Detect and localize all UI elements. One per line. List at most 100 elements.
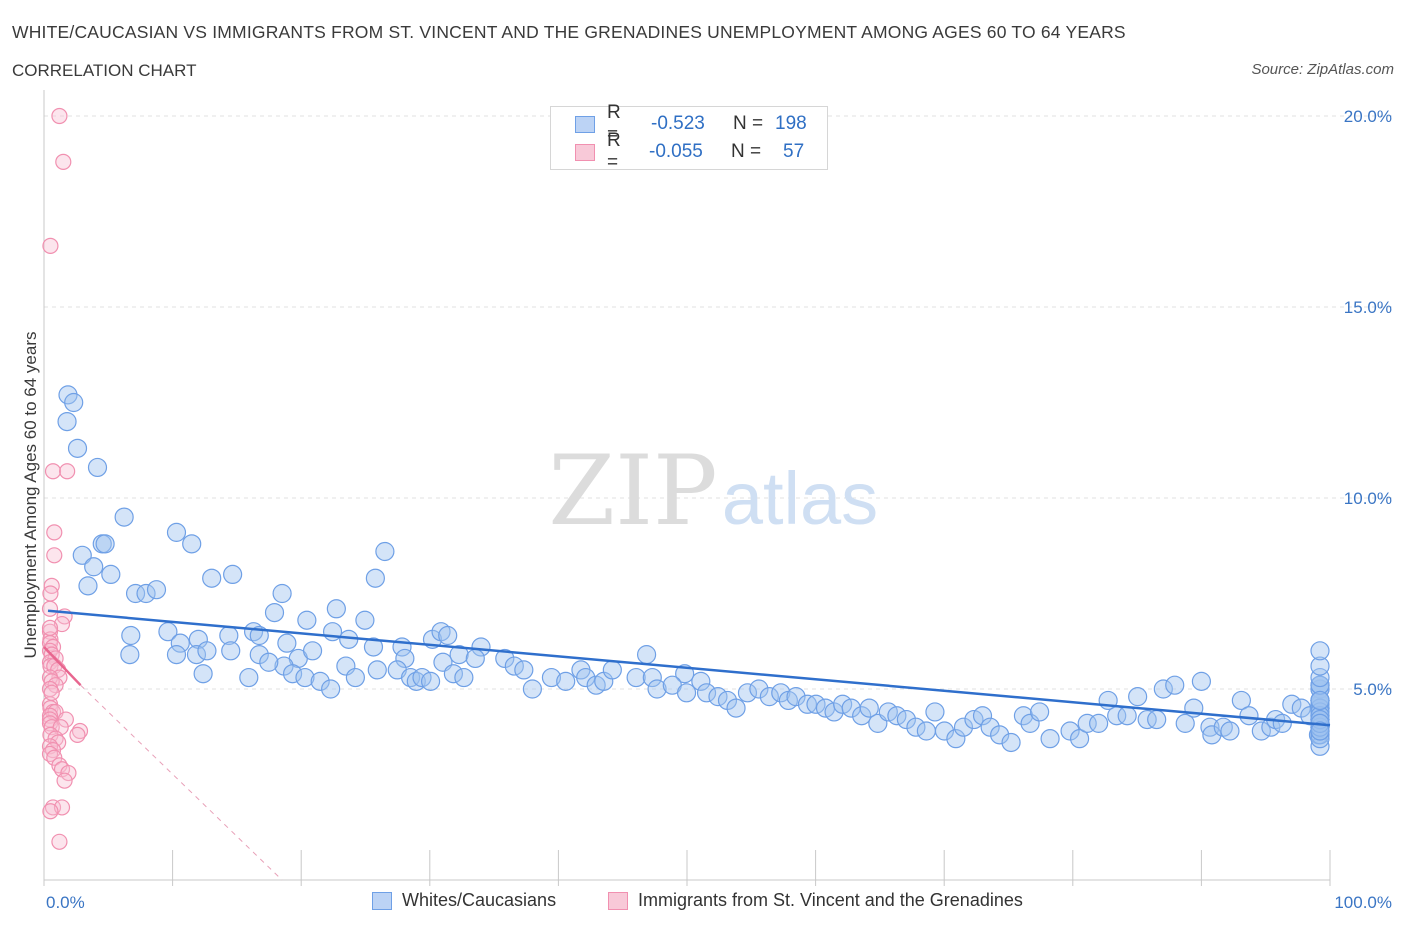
point-whites-25 xyxy=(355,610,375,630)
point-whites-18 xyxy=(223,564,243,585)
point-whites-2 xyxy=(64,392,84,413)
point-whites-97 xyxy=(759,687,779,707)
point-immigrants-56 xyxy=(41,619,59,636)
point-whites-10 xyxy=(95,534,115,554)
point-whites-73 xyxy=(504,656,524,676)
point-whites-84 xyxy=(642,667,662,688)
point-whites-69 xyxy=(443,664,464,684)
point-whites-83 xyxy=(626,667,646,688)
point-whites-102 xyxy=(806,694,826,714)
point-whites-67 xyxy=(420,671,441,691)
point-whites-185 xyxy=(1310,729,1330,749)
trend-line-whites xyxy=(47,609,1331,727)
point-whites-6 xyxy=(166,522,187,542)
point-immigrants-53 xyxy=(51,833,68,850)
point-whites-23 xyxy=(326,599,346,619)
point-whites-8 xyxy=(72,545,92,565)
point-whites-121 xyxy=(980,717,1000,737)
point-whites-95 xyxy=(737,683,758,703)
point-whites-98 xyxy=(771,683,791,703)
point-whites-16 xyxy=(78,576,98,596)
point-whites-131 xyxy=(1089,713,1109,733)
point-whites-153 xyxy=(1282,694,1302,714)
point-whites-86 xyxy=(636,645,657,665)
legend-row-whites: R = -0.523 N = 198 xyxy=(575,102,807,145)
point-whites-71 xyxy=(465,648,485,669)
legend-r-value: -0.523 xyxy=(651,113,705,134)
point-whites-58 xyxy=(310,671,330,691)
point-whites-142 xyxy=(1191,671,1212,691)
y-tick-label-0: 5.0% xyxy=(1353,680,1392,699)
point-whites-57 xyxy=(295,667,315,688)
watermark-zip: ZIP xyxy=(548,435,717,547)
legend-n-value: 198 xyxy=(775,113,807,134)
point-whites-126 xyxy=(1030,702,1050,722)
point-whites-32 xyxy=(120,645,140,665)
chart-subtitle: CORRELATION CHART xyxy=(12,61,197,80)
point-whites-41 xyxy=(322,622,343,642)
y-axis-label: Unemployment Among Ages 60 to 64 years xyxy=(21,332,40,659)
data-points xyxy=(41,107,1330,850)
point-whites-194 xyxy=(1310,675,1330,695)
point-immigrants-2 xyxy=(42,237,59,254)
x-tick-label-1: 100.0% xyxy=(1334,893,1392,912)
correlation-legend: R = -0.523 N = 198 R = -0.055 N = 57 xyxy=(550,102,828,173)
point-whites-91 xyxy=(696,683,717,703)
point-whites-24 xyxy=(297,610,317,630)
point-whites-123 xyxy=(1001,732,1021,753)
point-immigrants-9 xyxy=(41,600,59,617)
point-whites-85 xyxy=(647,679,667,699)
point-immigrants-11 xyxy=(53,615,71,633)
point-whites-3 xyxy=(67,438,88,458)
point-whites-56 xyxy=(282,664,303,684)
point-whites-124 xyxy=(1013,706,1034,726)
point-whites-53 xyxy=(259,652,279,672)
grid-lines xyxy=(44,115,1392,690)
legend-n-label: N = xyxy=(731,141,762,162)
point-whites-72 xyxy=(495,648,515,669)
legend-item-whites: Whites/Caucasians xyxy=(372,890,556,911)
point-whites-12 xyxy=(101,564,121,585)
point-whites-11 xyxy=(84,557,104,577)
point-whites-17 xyxy=(202,568,222,588)
point-whites-129 xyxy=(1069,729,1090,749)
point-whites-152 xyxy=(1272,713,1292,733)
point-whites-33 xyxy=(166,645,187,665)
point-immigrants-6 xyxy=(46,547,63,564)
point-whites-117 xyxy=(946,729,966,749)
point-whites-31 xyxy=(170,633,190,653)
point-whites-45 xyxy=(395,648,415,669)
point-whites-65 xyxy=(406,671,426,691)
point-whites-35 xyxy=(197,641,217,661)
legend-n-label: N = xyxy=(733,113,764,134)
point-whites-77 xyxy=(556,671,576,691)
point-whites-114 xyxy=(916,721,936,741)
point-immigrants-3 xyxy=(44,463,62,480)
point-whites-128 xyxy=(1060,721,1080,741)
point-whites-43 xyxy=(363,637,384,657)
point-immigrants-4 xyxy=(59,463,76,480)
y-tick-label-2: 15.0% xyxy=(1344,298,1392,317)
point-immigrants-49 xyxy=(56,772,73,789)
point-whites-20 xyxy=(375,541,395,562)
point-whites-48 xyxy=(438,625,458,646)
legend-r-label: R = xyxy=(607,102,621,145)
point-whites-116 xyxy=(934,721,955,741)
point-whites-38 xyxy=(277,633,297,653)
point-whites-14 xyxy=(136,583,156,604)
point-whites-143 xyxy=(1200,717,1220,737)
point-whites-5 xyxy=(114,507,134,527)
point-whites-118 xyxy=(953,717,974,737)
point-whites-135 xyxy=(1128,687,1148,707)
point-whites-92 xyxy=(708,687,728,707)
point-whites-76 xyxy=(541,667,562,688)
point-whites-111 xyxy=(887,706,907,726)
point-whites-90 xyxy=(691,671,711,691)
x-tick-label-0: 0.0% xyxy=(46,893,85,912)
legend-label-whites: Whites/Caucasians xyxy=(402,890,557,910)
point-whites-21 xyxy=(272,583,292,604)
point-whites-137 xyxy=(1147,709,1167,730)
series-legend: Whites/Caucasians Immigrants from St. Vi… xyxy=(0,890,1406,916)
point-whites-22 xyxy=(264,602,285,623)
point-whites-193 xyxy=(1310,721,1330,741)
